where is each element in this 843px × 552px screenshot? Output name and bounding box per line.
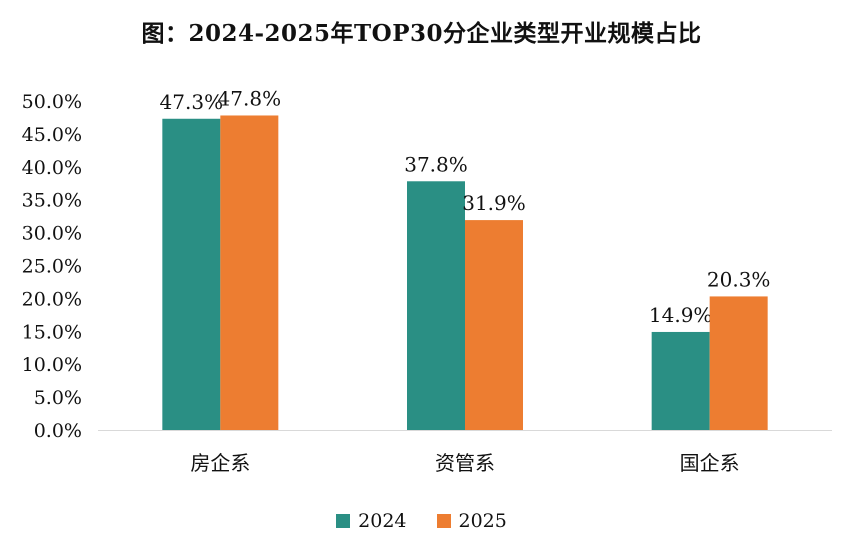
legend: 2024 2025 <box>0 510 843 532</box>
bar-2024-0 <box>162 118 221 431</box>
y-tick-label: 25.0% <box>22 256 82 278</box>
data-label: 20.3% <box>707 267 771 291</box>
x-category-label: 国企系 <box>680 451 740 475</box>
y-tick-label: 15.0% <box>22 321 82 343</box>
bar-2024-2 <box>651 331 710 430</box>
bar-2025-1 <box>465 220 523 430</box>
y-tick-label: 30.0% <box>22 223 82 245</box>
bar-2025-2 <box>709 296 768 430</box>
chart-title: 图：2024-2025年TOP30分企业类型开业规模占比 <box>141 20 702 47</box>
bar-2025-0 <box>220 115 279 430</box>
data-label: 47.3% <box>160 90 224 114</box>
data-label: 31.9% <box>462 191 526 215</box>
y-tick-label: 45.0% <box>22 124 82 146</box>
legend-item-2025: 2025 <box>436 510 507 532</box>
data-label: 37.8% <box>404 152 468 176</box>
y-tick-label: 10.0% <box>22 354 82 376</box>
bar-2024-1 <box>407 181 465 430</box>
y-tick-label: 20.0% <box>22 288 82 310</box>
legend-label-2025: 2025 <box>458 510 507 532</box>
legend-item-2024: 2024 <box>336 510 407 532</box>
y-tick-label: 0.0% <box>34 420 82 442</box>
y-tick-label: 35.0% <box>22 190 82 212</box>
y-tick-label: 50.0% <box>22 91 82 113</box>
x-category-label: 房企系 <box>190 451 250 475</box>
x-category-label: 资管系 <box>435 451 495 475</box>
legend-swatch-2024 <box>336 514 351 528</box>
y-tick-label: 40.0% <box>22 157 82 179</box>
y-tick-label: 5.0% <box>34 387 82 409</box>
legend-label-2024: 2024 <box>358 510 407 532</box>
data-label: 47.8% <box>218 86 282 110</box>
data-label: 14.9% <box>649 303 713 327</box>
legend-swatch-2025 <box>436 514 451 528</box>
